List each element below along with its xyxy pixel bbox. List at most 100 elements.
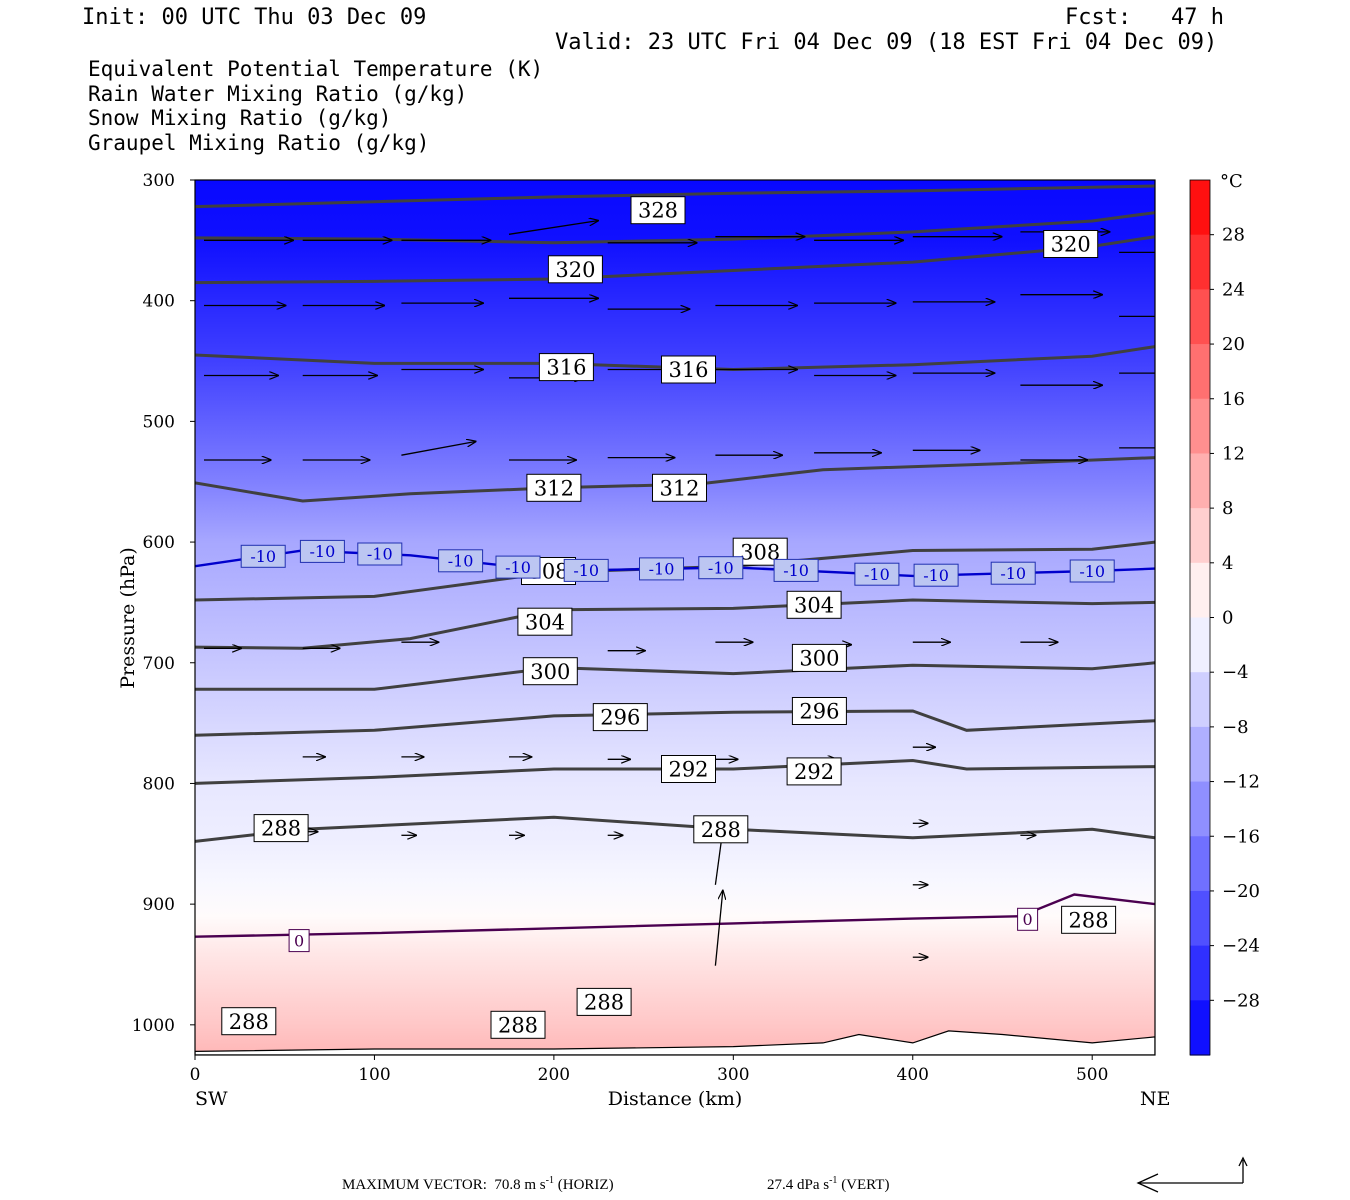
isotherm-label-text: -10	[1000, 564, 1026, 583]
theta-e-label-328: 328	[630, 196, 686, 225]
isotherm-label: -10	[299, 539, 345, 563]
theta-e-label-320-text: 320	[555, 258, 595, 282]
isotherm-label: -10	[495, 555, 541, 579]
theta-e-label-312: 312	[652, 473, 707, 502]
colorbar-label: 8	[1222, 498, 1233, 519]
colorbar-label: −4	[1222, 662, 1249, 683]
theta-e-label-316-text: 316	[668, 358, 708, 382]
colorbar-bin	[1190, 1000, 1210, 1056]
theta-e-label-304: 304	[786, 590, 842, 619]
isotherm-label: -10	[773, 558, 819, 582]
colorbar-label: 28	[1222, 225, 1245, 246]
valid-time: Valid: 23 UTC Fri 04 Dec 09 (18 EST Fri …	[555, 30, 1218, 55]
theta-e-label-300-text: 300	[799, 647, 839, 671]
legend-rain: Rain Water Mixing Ratio (g/kg)	[88, 82, 468, 106]
theta-e-label-320: 320	[1043, 230, 1099, 258]
isotherm-label: -10	[357, 542, 403, 566]
vert-vector-line: 27.4 dPa s-1 (VERT)	[767, 1176, 889, 1193]
theta-e-label-316: 316	[538, 353, 594, 382]
legend-theta-e: Equivalent Potential Temperature (K)	[88, 57, 544, 81]
theta-e-contour-296	[195, 709, 1155, 737]
isotherm-label-text: -10	[1079, 562, 1105, 581]
y-tick-label: 300	[143, 171, 175, 191]
colorbar-bin	[1190, 180, 1210, 236]
colorbar-label: −20	[1222, 881, 1260, 902]
isotherm-label: -10	[698, 556, 744, 580]
colorbar-unit: °C	[1220, 171, 1243, 192]
isotherm-label-text: -10	[367, 545, 393, 564]
theta-e-label-312: 312	[526, 473, 582, 502]
isotherm-label-text: -10	[573, 561, 599, 580]
colorbar-label: 4	[1222, 553, 1233, 574]
colorbar-bin	[1190, 617, 1210, 673]
theta-e-contour-292	[195, 758, 1155, 785]
freezing-label: 0	[288, 929, 310, 953]
forecast-hour: Fcst: 47 h	[1065, 5, 1224, 30]
vert-max-value: 27.4 dPa s	[767, 1177, 830, 1193]
isotherm-label: -10	[1069, 559, 1115, 583]
theta-e-label-288-text: 288	[584, 991, 624, 1015]
colorbar-label: 12	[1222, 443, 1245, 464]
isotherm-label: -10	[990, 561, 1036, 585]
theta-e-label-296: 296	[592, 703, 648, 732]
plot-frame	[194, 179, 1156, 1056]
theta-e-label-320: 320	[547, 255, 603, 284]
legend-snow: Snow Mixing Ratio (g/kg)	[88, 106, 392, 130]
horiz-unit: (HORIZ)	[557, 1177, 614, 1193]
init-time: Init: 00 UTC Thu 03 Dec 09	[82, 5, 427, 30]
isotherm-label-text: -10	[923, 566, 949, 585]
colorbar-label: 0	[1222, 608, 1233, 629]
freezing-line	[195, 893, 1155, 938]
colorbar-label: −12	[1222, 772, 1260, 793]
max-vector-line: MAXIMUM VECTOR: 70.8 m s-1 (HORIZ)	[342, 1176, 614, 1193]
theta-e-label-288: 288	[221, 1007, 277, 1036]
theta-e-label-288-text: 288	[229, 1010, 269, 1034]
theta-e-label-308-text: 308	[740, 540, 780, 564]
colorbar-bin	[1190, 344, 1210, 400]
y-tick-label: 500	[143, 412, 175, 432]
theta-e-label-296-text: 296	[600, 706, 640, 730]
theta-e-contour-312	[195, 456, 1155, 503]
freezing-label: 0	[1017, 907, 1039, 931]
isotherm-label-text: -10	[505, 558, 531, 577]
vert-exponent: -1	[829, 1175, 838, 1186]
x-tick-label: 100	[358, 1065, 390, 1085]
y-tick-label: 900	[143, 895, 175, 915]
terrain	[195, 1030, 1155, 1055]
theta-e-label-288: 288	[693, 815, 749, 844]
isotherm-label: -10	[639, 557, 684, 581]
colorbar-bin	[1190, 398, 1210, 455]
theta-e-contour-300	[195, 661, 1155, 691]
colorbar-bin	[1190, 508, 1210, 564]
vert-unit: (VERT)	[841, 1177, 890, 1193]
theta-e-label-300-text: 300	[530, 660, 570, 684]
theta-e-label-288: 288	[490, 1010, 546, 1039]
colorbar-label: −24	[1222, 936, 1260, 957]
colorbar-bin	[1190, 781, 1210, 837]
theta-e-contour-324	[195, 211, 1155, 245]
x-axis-label: Distance (km)	[608, 1088, 743, 1110]
colorbar-bin	[1190, 945, 1210, 1001]
colorbar-bin	[1190, 890, 1210, 947]
x-tick-label: 200	[538, 1065, 570, 1085]
temperature-field	[195, 180, 1155, 1055]
x-end-label-sw: SW	[195, 1088, 228, 1110]
colorbar-bin	[1190, 234, 1210, 290]
isotherm-label-text: -10	[783, 561, 809, 580]
theta-e-label-292-text: 292	[794, 760, 834, 784]
x-end-label-ne: NE	[1140, 1088, 1171, 1110]
theta-e-label-292: 292	[786, 757, 842, 786]
colorbar-bin	[1190, 836, 1210, 892]
colorbar-bin	[1190, 453, 1210, 509]
isotherm-label-text: -10	[708, 558, 734, 577]
theta-e-label-288: 288	[253, 814, 309, 843]
colorbar-bin	[1190, 562, 1210, 619]
theta-e-label-304: 304	[517, 607, 573, 636]
colorbar-label: −8	[1222, 717, 1249, 738]
isotherm-label: -10	[913, 563, 959, 587]
legend-graupel: Graupel Mixing Ratio (g/kg)	[88, 131, 430, 155]
theta-e-label-288: 288	[576, 987, 632, 1016]
y-tick-label: 400	[143, 292, 175, 312]
colorbar-label: −28	[1222, 990, 1260, 1011]
isotherm-label-text: -10	[310, 542, 336, 561]
